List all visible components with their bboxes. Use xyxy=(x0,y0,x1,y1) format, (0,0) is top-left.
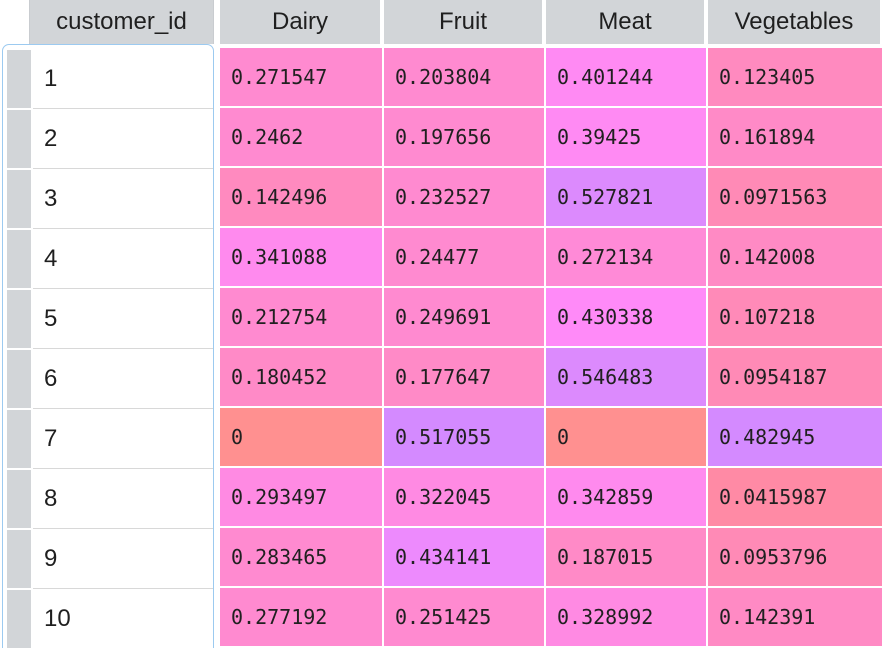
table-cell[interactable]: 0.39425 xyxy=(546,108,706,166)
table-cell[interactable]: 0.232527 xyxy=(384,168,544,226)
table-cell[interactable]: 0.341088 xyxy=(220,228,382,286)
table-cell[interactable]: 0 xyxy=(220,408,382,466)
table-cell[interactable]: 0.24477 xyxy=(384,228,544,286)
table-cell[interactable]: 0.517055 xyxy=(384,408,544,466)
table-cell[interactable]: 0.482945 xyxy=(708,408,882,466)
table-cell[interactable]: 0.0953796 xyxy=(708,528,882,586)
table-cell[interactable]: 0.0971563 xyxy=(708,168,882,226)
table-cell[interactable]: 0.177647 xyxy=(384,348,544,406)
column-header-fruit[interactable]: Fruit xyxy=(384,0,544,44)
index-cell[interactable]: 7 xyxy=(33,409,213,469)
table-cell[interactable]: 0.142008 xyxy=(708,228,882,286)
table-cell[interactable]: 0.0415987 xyxy=(708,468,882,526)
index-cell[interactable]: 4 xyxy=(33,229,213,289)
index-cell[interactable]: 2 xyxy=(33,109,213,169)
table-cell[interactable]: 0.142496 xyxy=(220,168,382,226)
table-cell[interactable]: 0.107218 xyxy=(708,288,882,346)
column-header-vegetables[interactable]: Vegetables xyxy=(708,0,882,44)
table-cell[interactable]: 0.527821 xyxy=(546,168,706,226)
row-handle[interactable] xyxy=(7,110,31,168)
row-handle[interactable] xyxy=(7,350,31,408)
table-cell[interactable]: 0.401244 xyxy=(546,48,706,106)
table-cell[interactable]: 0.123405 xyxy=(708,48,882,106)
table-cell[interactable]: 0.197656 xyxy=(384,108,544,166)
table-cell[interactable]: 0.249691 xyxy=(384,288,544,346)
table-cell[interactable]: 0.430338 xyxy=(546,288,706,346)
row-handle[interactable] xyxy=(7,50,31,108)
table-cell[interactable]: 0.328992 xyxy=(546,588,706,646)
table-cell[interactable]: 0.271547 xyxy=(220,48,382,106)
row-handle[interactable] xyxy=(7,410,31,468)
table-cell[interactable]: 0.180452 xyxy=(220,348,382,406)
table-cell[interactable]: 0.434141 xyxy=(384,528,544,586)
table-cell[interactable]: 0.187015 xyxy=(546,528,706,586)
row-handle[interactable] xyxy=(7,590,31,648)
row-handle[interactable] xyxy=(7,170,31,228)
column-header-dairy[interactable]: Dairy xyxy=(220,0,382,44)
column-header-meat[interactable]: Meat xyxy=(546,0,706,44)
row-handle[interactable] xyxy=(7,230,31,288)
table-cell[interactable]: 0 xyxy=(546,408,706,466)
index-cell[interactable]: 8 xyxy=(33,469,213,529)
table-cell[interactable]: 0.546483 xyxy=(546,348,706,406)
index-cell[interactable]: 9 xyxy=(33,529,213,589)
table-cell[interactable]: 0.203804 xyxy=(384,48,544,106)
table-cell[interactable]: 0.0954187 xyxy=(708,348,882,406)
table-cell[interactable]: 0.212754 xyxy=(220,288,382,346)
index-header[interactable]: customer_id xyxy=(30,0,214,44)
index-cell[interactable]: 1 xyxy=(33,49,213,109)
index-cell[interactable]: 6 xyxy=(33,349,213,409)
data-grid: 0.271547 0.203804 0.401244 0.123405 0.2462 0.… xyxy=(220,0,882,648)
table-cell[interactable]: 0.161894 xyxy=(708,108,882,166)
row-handle[interactable] xyxy=(7,530,31,588)
index-cell[interactable]: 10 xyxy=(33,589,213,648)
index-cell[interactable]: 3 xyxy=(33,169,213,229)
table-cell[interactable]: 0.2462 xyxy=(220,108,382,166)
table-cell[interactable]: 0.251425 xyxy=(384,588,544,646)
index-column: 1 2 3 4 5 6 7 8 9 10 xyxy=(2,44,214,648)
table-cell[interactable]: 0.293497 xyxy=(220,468,382,526)
row-handle[interactable] xyxy=(7,470,31,528)
table-cell[interactable]: 0.322045 xyxy=(384,468,544,526)
table-cell[interactable]: 0.272134 xyxy=(546,228,706,286)
corner-cell xyxy=(0,0,30,44)
row-handle[interactable] xyxy=(7,290,31,348)
table-cell[interactable]: 0.277192 xyxy=(220,588,382,646)
table-cell[interactable]: 0.142391 xyxy=(708,588,882,646)
index-cell[interactable]: 5 xyxy=(33,289,213,349)
table-cell[interactable]: 0.283465 xyxy=(220,528,382,586)
table-cell[interactable]: 0.342859 xyxy=(546,468,706,526)
